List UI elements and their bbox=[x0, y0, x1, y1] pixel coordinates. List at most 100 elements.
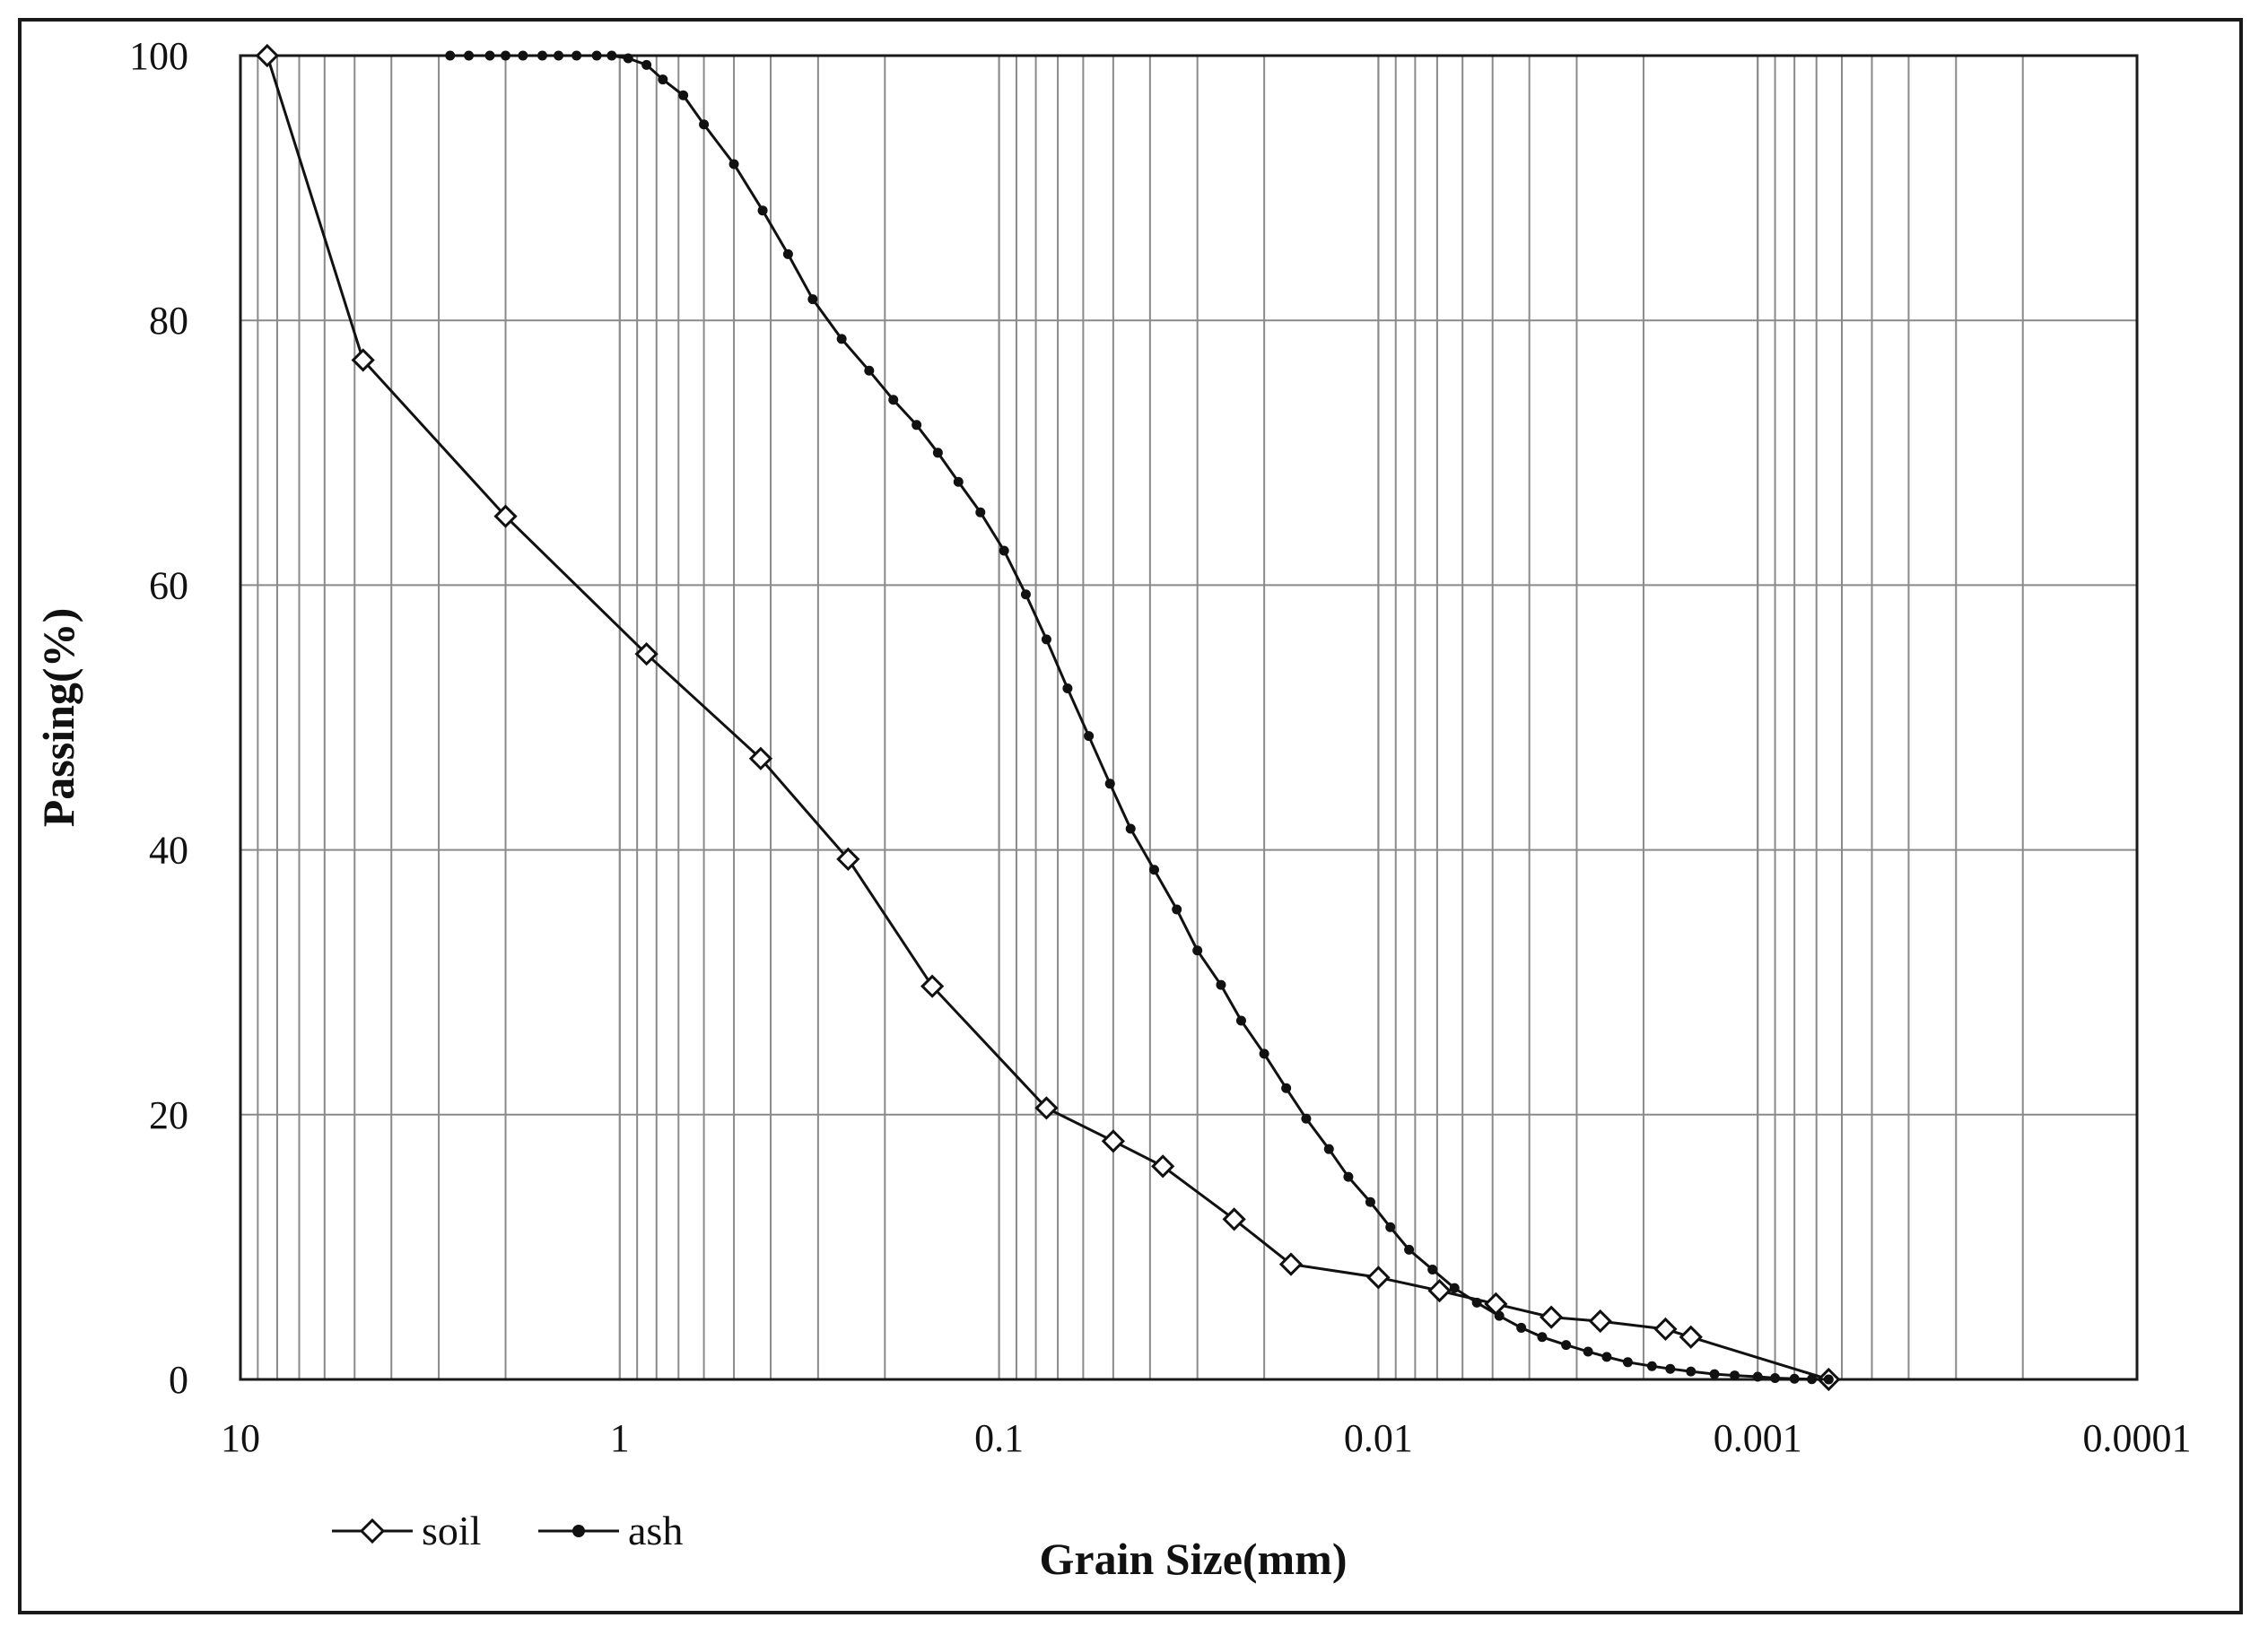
legend-label-soil: soil bbox=[422, 1508, 481, 1553]
data-point-ash bbox=[1516, 1322, 1527, 1333]
data-point-ash bbox=[1601, 1352, 1612, 1362]
x-tick-label: 0.001 bbox=[1714, 1416, 1802, 1460]
data-point-ash bbox=[518, 50, 528, 61]
data-point-soil bbox=[748, 746, 773, 770]
data-point-ash bbox=[1494, 1310, 1505, 1321]
data-point-ash bbox=[1235, 1015, 1246, 1026]
data-point-ash bbox=[1583, 1346, 1593, 1357]
data-point-soil bbox=[1679, 1325, 1703, 1349]
data-point-ash bbox=[1323, 1144, 1334, 1154]
data-point-ash bbox=[1020, 589, 1031, 600]
data-point-ash bbox=[728, 159, 739, 170]
data-point-soil bbox=[1653, 1317, 1678, 1342]
y-tick-label: 40 bbox=[149, 829, 188, 873]
data-point-ash bbox=[1646, 1361, 1657, 1371]
data-point-soil bbox=[1427, 1278, 1452, 1303]
data-point-soil bbox=[1540, 1305, 1564, 1329]
y-tick-label: 0 bbox=[169, 1358, 188, 1402]
x-tick-label: 0.1 bbox=[974, 1416, 1024, 1460]
data-point-ash bbox=[1730, 1370, 1740, 1381]
data-point-ash bbox=[1062, 683, 1073, 694]
data-point-ash bbox=[912, 420, 922, 431]
data-point-soil bbox=[1151, 1154, 1175, 1179]
y-tick-label: 100 bbox=[129, 34, 188, 78]
data-point-ash bbox=[571, 50, 582, 61]
series-line-soil bbox=[266, 55, 1829, 1381]
legend-diamond-marker bbox=[359, 1518, 386, 1544]
data-point-soil bbox=[634, 642, 659, 666]
data-point-soil bbox=[255, 43, 279, 68]
data-point-ash bbox=[1385, 1222, 1396, 1232]
legend-item-ash: ash bbox=[538, 1508, 683, 1553]
data-point-ash bbox=[641, 59, 652, 70]
data-point-ash bbox=[1823, 1374, 1834, 1385]
x-axis-title: Grain Size(mm) bbox=[1040, 1534, 1348, 1584]
data-point-soil bbox=[920, 974, 945, 998]
data-point-soil bbox=[1101, 1129, 1125, 1153]
data-point-ash bbox=[807, 294, 818, 305]
data-point-ash bbox=[1125, 823, 1136, 834]
data-point-ash bbox=[1148, 865, 1159, 875]
data-point-ash bbox=[1665, 1363, 1676, 1374]
x-tick-label: 0.0001 bbox=[2083, 1416, 2192, 1460]
data-point-ash bbox=[606, 50, 617, 61]
x-tick-label: 0.01 bbox=[1344, 1416, 1413, 1460]
data-point-ash bbox=[1259, 1048, 1269, 1059]
data-point-ash bbox=[782, 248, 793, 259]
data-point-soil bbox=[1278, 1252, 1304, 1276]
data-point-ash bbox=[699, 119, 710, 130]
data-point-ash bbox=[975, 507, 986, 518]
legend-item-soil: soil bbox=[332, 1508, 481, 1553]
data-point-ash bbox=[536, 50, 547, 61]
data-point-ash bbox=[678, 90, 689, 100]
data-point-ash bbox=[836, 334, 847, 344]
data-point-ash bbox=[1301, 1113, 1312, 1124]
data-point-soil bbox=[1588, 1309, 1612, 1334]
data-point-soil bbox=[1034, 1096, 1059, 1120]
data-point-ash bbox=[591, 50, 602, 61]
data-point-ash bbox=[1343, 1171, 1354, 1182]
data-point-ash bbox=[1686, 1366, 1697, 1377]
data-point-ash bbox=[1471, 1297, 1482, 1308]
data-point-soil bbox=[836, 847, 860, 872]
series bbox=[255, 43, 1841, 1392]
data-point-soil bbox=[493, 504, 518, 528]
y-tick-label: 20 bbox=[149, 1093, 188, 1137]
y-axis-title: Passing(%) bbox=[33, 608, 83, 827]
data-point-ash bbox=[1622, 1357, 1633, 1368]
data-point-ash bbox=[1365, 1196, 1375, 1207]
data-point-ash bbox=[464, 50, 475, 61]
data-point-soil bbox=[1366, 1266, 1391, 1290]
data-point-ash bbox=[1404, 1244, 1415, 1255]
data-point-ash bbox=[932, 448, 943, 458]
legend-label-ash: ash bbox=[628, 1508, 683, 1553]
plot-area-border bbox=[239, 54, 2139, 1381]
data-point-ash bbox=[1427, 1264, 1438, 1274]
data-point-ash bbox=[1752, 1371, 1763, 1382]
data-point-ash bbox=[888, 395, 899, 405]
y-tick-label: 80 bbox=[149, 299, 188, 343]
data-point-ash bbox=[484, 50, 495, 61]
legend-dot-marker bbox=[572, 1525, 585, 1537]
data-point-ash bbox=[1449, 1283, 1460, 1293]
y-tick-label: 60 bbox=[149, 563, 188, 607]
data-point-ash bbox=[757, 205, 768, 216]
data-point-ash bbox=[1104, 779, 1115, 789]
tick-labels: 0 20 40 60 80 100 10 1 0.1 0.01 0.001 0.0001 bbox=[129, 34, 2192, 1460]
data-point-ash bbox=[1041, 634, 1051, 645]
data-point-ash bbox=[1709, 1369, 1720, 1379]
data-point-ash bbox=[1084, 731, 1095, 742]
x-tick-label: 1 bbox=[610, 1416, 630, 1460]
data-point-ash bbox=[1770, 1373, 1781, 1384]
data-point-ash bbox=[658, 74, 668, 85]
data-point-ash bbox=[1561, 1340, 1572, 1351]
data-point-ash bbox=[1537, 1332, 1548, 1343]
x-tick-label: 10 bbox=[221, 1416, 260, 1460]
data-point-ash bbox=[953, 476, 964, 487]
data-point-ash bbox=[1789, 1373, 1800, 1384]
series-soil bbox=[255, 43, 1841, 1392]
data-point-ash bbox=[1216, 979, 1226, 990]
data-point-ash bbox=[1807, 1374, 1818, 1385]
grid bbox=[240, 55, 2138, 1380]
